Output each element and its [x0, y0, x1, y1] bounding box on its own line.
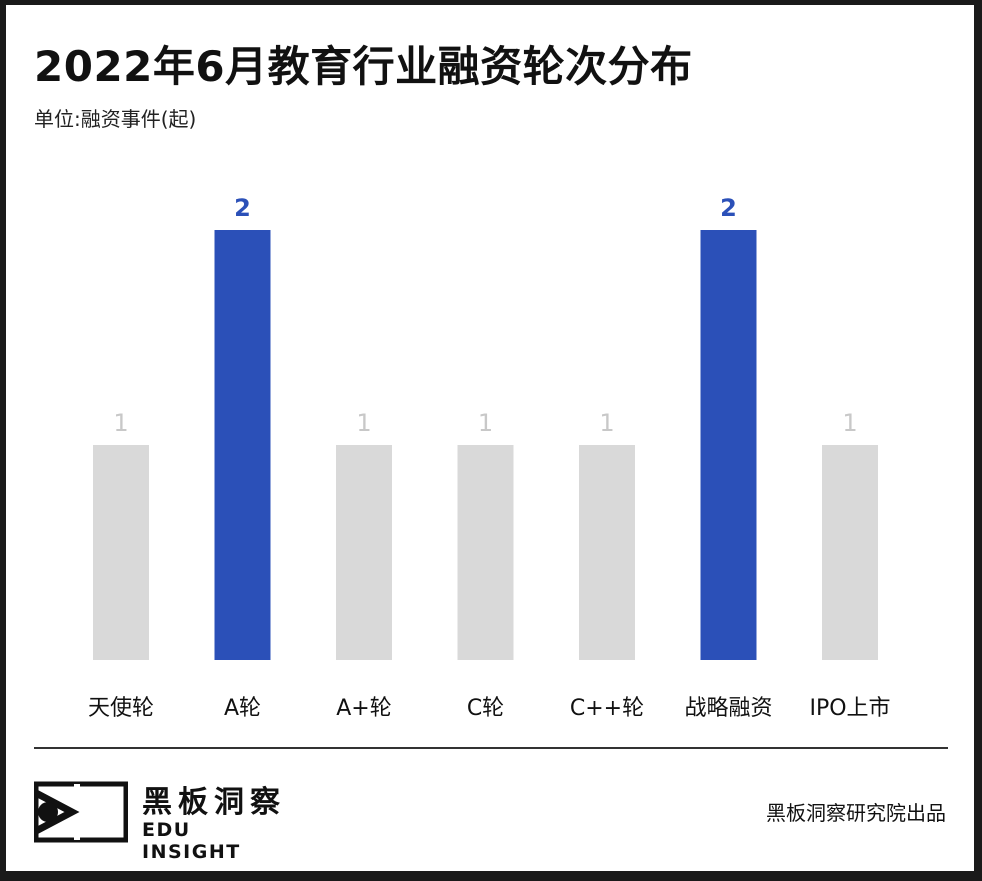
bar-value-label-3: 1 [478, 409, 493, 437]
category-label-0: 天使轮 [88, 696, 154, 721]
bar-value-label-1: 2 [234, 194, 251, 222]
logo-english-name: EDU INSIGHT [142, 819, 241, 863]
logo-chinese-name: 黑板洞察 [142, 785, 286, 820]
bar-1 [214, 230, 271, 660]
category-label-2: A+轮 [336, 696, 391, 721]
edu-insight-logo-icon [34, 781, 128, 843]
bar-2 [336, 445, 392, 660]
category-label-5: 战略融资 [684, 696, 772, 721]
bar-6 [822, 445, 878, 660]
bar-value-label-0: 1 [113, 409, 128, 437]
bar-value-label-2: 1 [356, 409, 371, 437]
category-label-6: IPO上市 [809, 696, 890, 721]
chart-title: 2022年6月教育行业融资轮次分布 [34, 42, 693, 91]
bar-3 [457, 445, 514, 660]
category-label-4: C++轮 [570, 696, 644, 721]
footer-divider [34, 747, 948, 749]
bar-chart: 1 天使轮 2 A轮 1 A+轮 1 C轮 1 C++轮 2 战略融资 1 IPO上市 [88, 194, 891, 721]
bar-5 [700, 230, 757, 660]
unit-label: 单位:融资事件(起) [34, 107, 197, 131]
chart-card: 2022年6月教育行业融资轮次分布 单位:融资事件(起) 1 天使轮 2 A轮 1 A+轮… [6, 5, 974, 871]
bar-4 [579, 445, 635, 660]
bar-value-label-4: 1 [599, 409, 614, 437]
category-label-3: C轮 [467, 696, 504, 721]
category-label-1: A轮 [224, 696, 261, 721]
bar-value-label-6: 1 [842, 409, 857, 437]
brand-logo: 黑板洞察 EDU INSIGHT [34, 777, 294, 863]
source-credit: 黑板洞察研究院出品 [766, 801, 946, 825]
bar-0 [93, 445, 149, 660]
bar-value-label-5: 2 [720, 194, 737, 222]
